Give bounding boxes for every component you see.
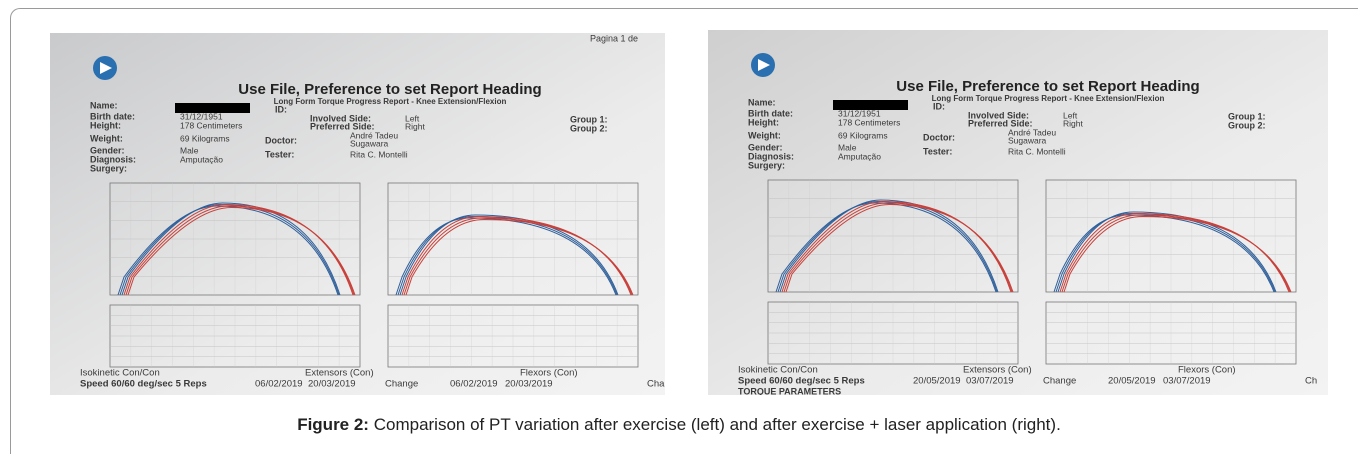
caption-text: Comparison of PT variation after exercis… bbox=[374, 415, 1061, 434]
field-label: Surgery: bbox=[748, 160, 785, 170]
field-label: Doctor: bbox=[923, 132, 955, 142]
field-value: 178 Centimeters bbox=[180, 120, 242, 130]
footer-text: Change bbox=[385, 379, 418, 390]
report-subheading: Long Form Torque Progress Report - Knee … bbox=[274, 97, 507, 106]
footer-text: Flexors (Con) bbox=[520, 368, 578, 379]
footer-text: 20/05/2019 bbox=[913, 376, 961, 387]
field-value: Right bbox=[1063, 118, 1083, 128]
field-label: Height: bbox=[90, 120, 121, 130]
field-label: Group 2: bbox=[570, 123, 608, 133]
report-heading: Use File, Preference to set Report Headi… bbox=[238, 81, 541, 98]
field-label: Group 2: bbox=[1228, 120, 1266, 130]
report-photo: Pagina 1 de Use File, Preference to set R… bbox=[50, 33, 665, 395]
field-label: ID: bbox=[933, 101, 945, 111]
field-value: 178 Centimeters bbox=[838, 117, 900, 127]
field-value: Sugawara bbox=[1008, 135, 1047, 145]
field-label: Height: bbox=[748, 117, 779, 127]
footer-text: 03/07/2019 bbox=[966, 376, 1014, 387]
field-label: Tester: bbox=[265, 149, 294, 159]
footer-text: Change bbox=[1043, 376, 1076, 387]
footer-text: Extensors (Con) bbox=[963, 365, 1032, 376]
field-value: Right bbox=[405, 121, 425, 131]
field-value: 69 Kilograms bbox=[838, 130, 888, 140]
figure: Pagina 1 de Use File, Preference to set R… bbox=[0, 0, 1358, 454]
caption-label: Figure 2: bbox=[297, 415, 369, 434]
report-heading: Use File, Preference to set Report Headi… bbox=[896, 78, 1199, 95]
field-value: Amputação bbox=[180, 154, 223, 164]
report-photo: Use File, Preference to set Report Headi… bbox=[708, 30, 1328, 395]
footer-text: 20/03/2019 bbox=[505, 379, 553, 390]
footer-text: 03/07/2019 bbox=[1163, 376, 1211, 387]
footer-text: Extensors (Con) bbox=[305, 368, 374, 379]
footer-text: 20/05/2019 bbox=[1108, 376, 1156, 387]
footer-text: Ch bbox=[1305, 376, 1317, 387]
field-label: Tester: bbox=[923, 146, 952, 156]
field-value: Rita C. Montelli bbox=[350, 149, 408, 159]
footer-text: 20/03/2019 bbox=[308, 379, 356, 390]
field-label: Name: bbox=[748, 97, 776, 107]
footer-text: Speed 60/60 deg/sec 5 Reps bbox=[738, 376, 865, 387]
footer-text: Isokinetic Con/Con bbox=[80, 368, 160, 379]
field-label: Weight: bbox=[748, 130, 781, 140]
figure-caption: Figure 2: Comparison of PT variation aft… bbox=[0, 415, 1358, 435]
field-label: Name: bbox=[90, 100, 118, 110]
field-label: Surgery: bbox=[90, 163, 127, 173]
field-value: Rita C. Montelli bbox=[1008, 146, 1066, 156]
page-number: Pagina 1 de bbox=[590, 33, 638, 43]
field-value: Sugawara bbox=[350, 138, 389, 148]
field-label: Weight: bbox=[90, 133, 123, 143]
field-label: ID: bbox=[275, 104, 287, 114]
field-label: Doctor: bbox=[265, 135, 297, 145]
field-value: Amputação bbox=[838, 151, 881, 161]
field-value: 69 Kilograms bbox=[180, 133, 230, 143]
footer-text: 06/02/2019 bbox=[450, 379, 498, 390]
footer-text: Chan bbox=[647, 379, 665, 390]
report-subheading: Long Form Torque Progress Report - Knee … bbox=[932, 94, 1165, 103]
footer-text: Isokinetic Con/Con bbox=[738, 365, 818, 376]
footer-text: Flexors (Con) bbox=[1178, 365, 1236, 376]
section-heading: TORQUE PARAMETERS bbox=[738, 386, 841, 395]
footer-text: Speed 60/60 deg/sec 5 Reps bbox=[80, 379, 207, 390]
footer-text: 06/02/2019 bbox=[255, 379, 303, 390]
